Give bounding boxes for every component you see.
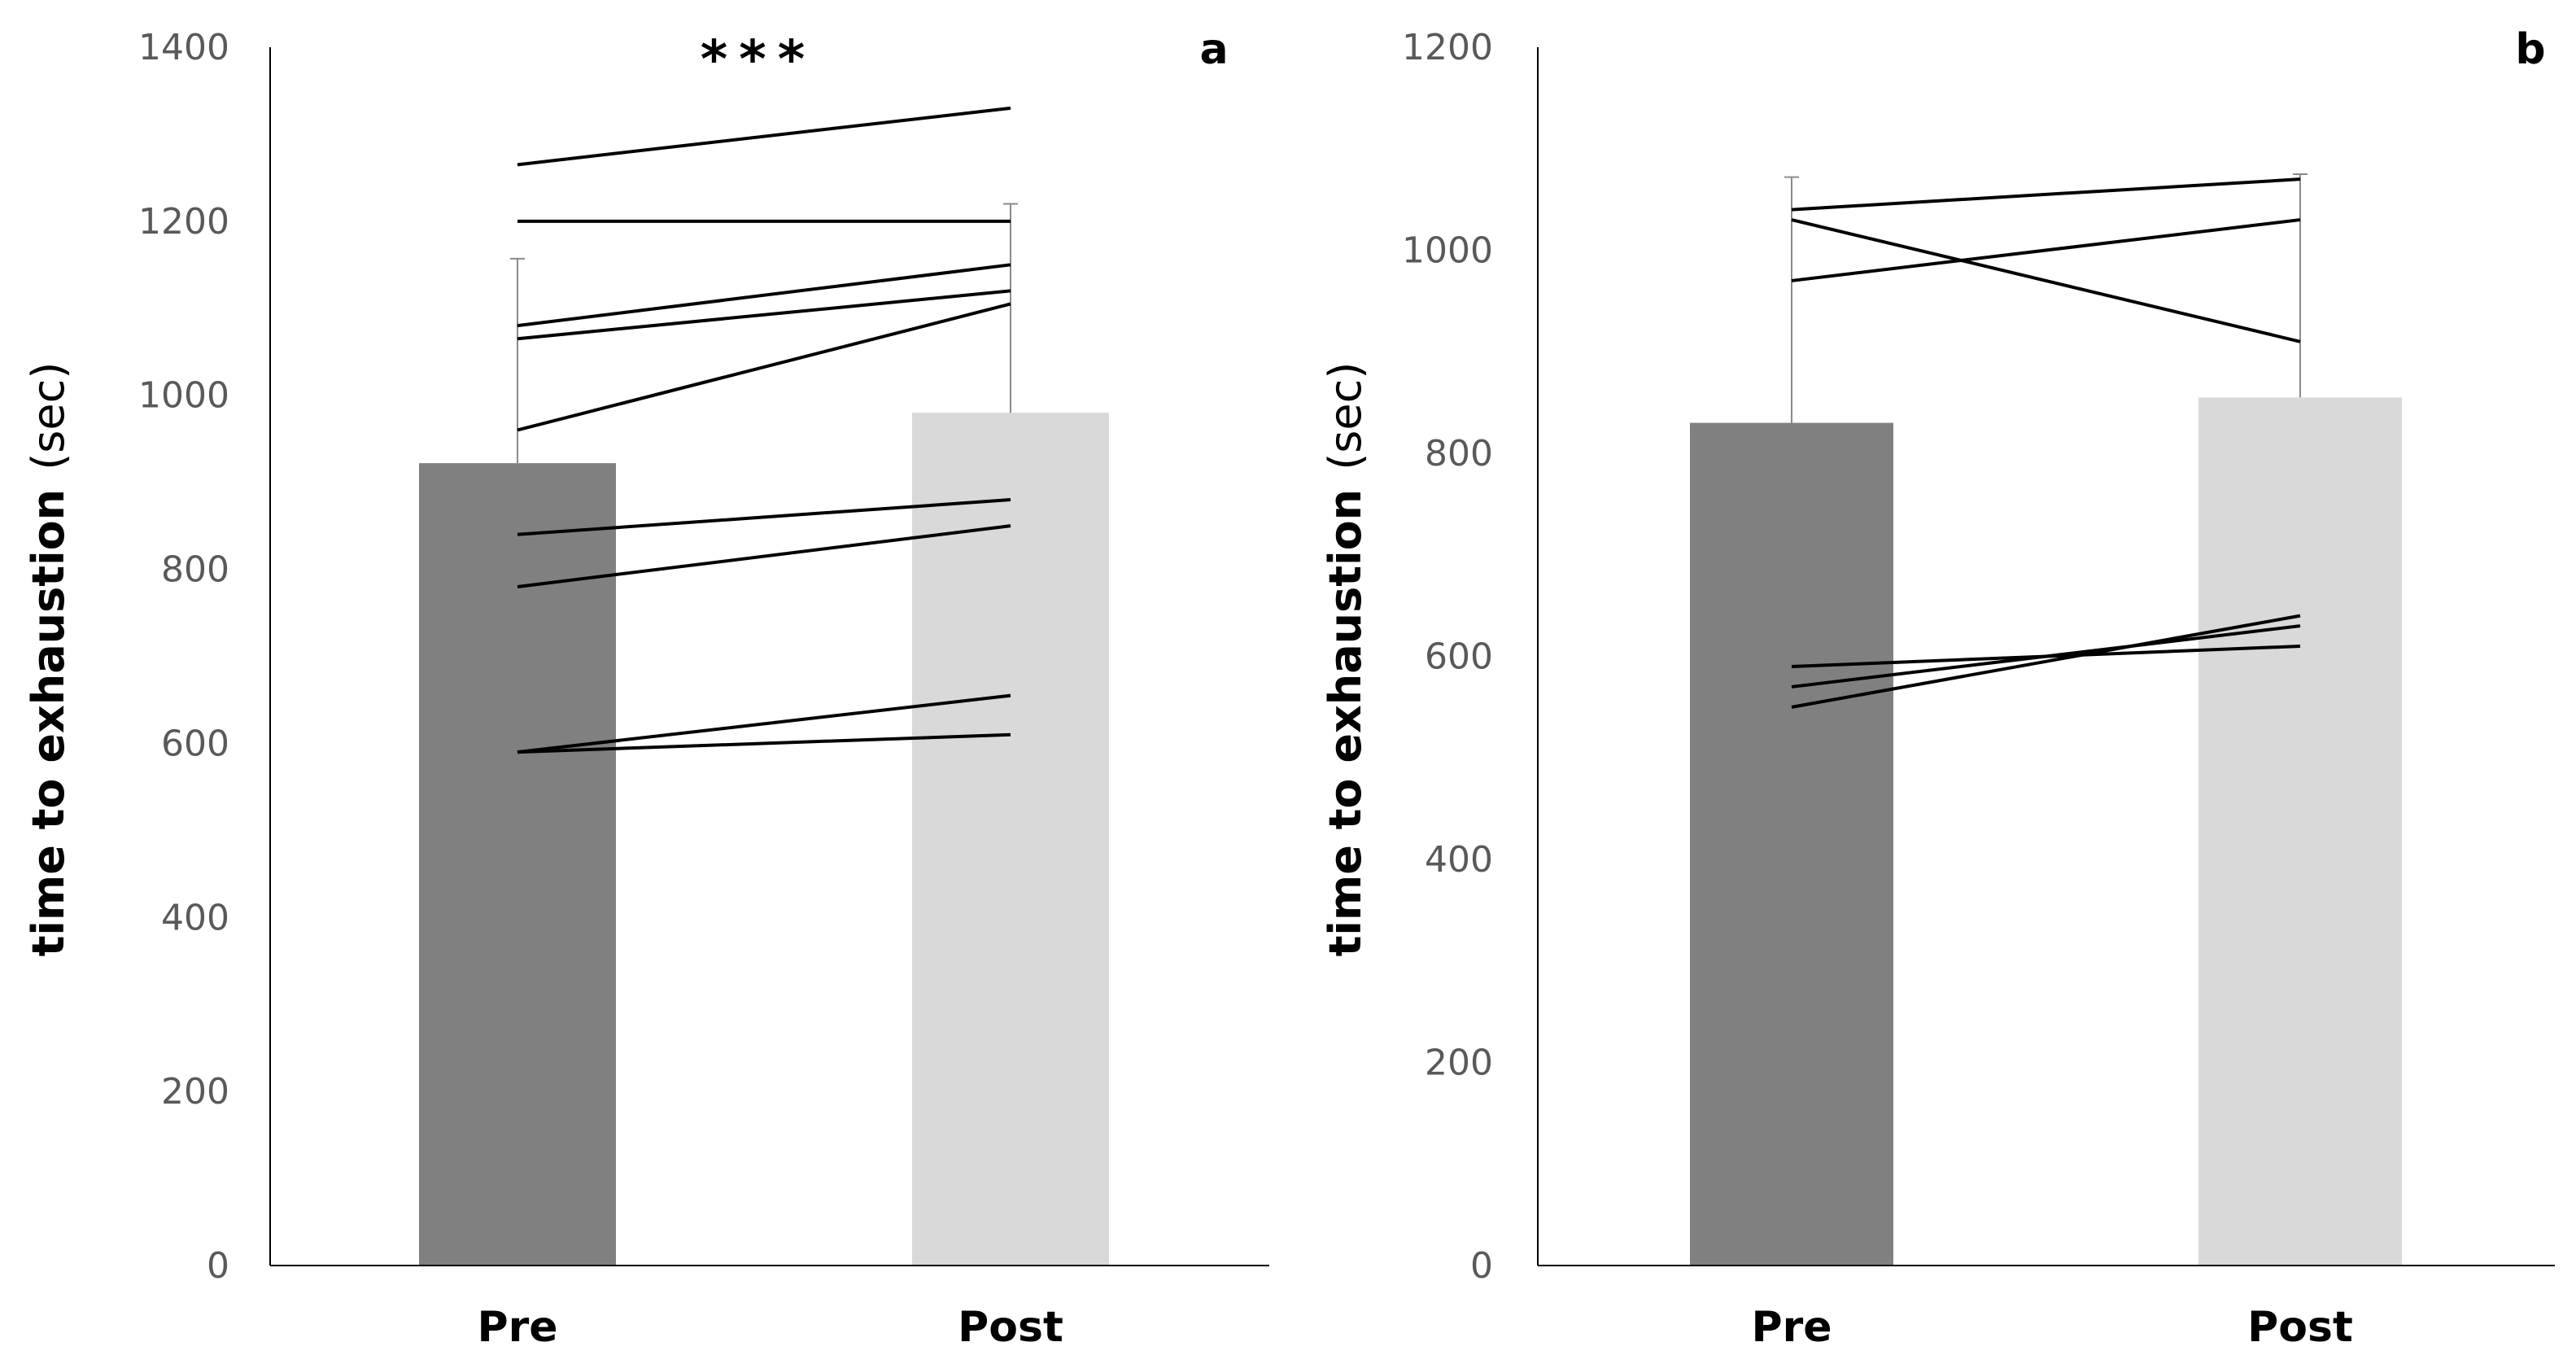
panel-a-y-tick-label: 400 — [161, 897, 229, 938]
panel-a-y-axis-title-text: time to exhaustion — [23, 489, 74, 957]
panel-a-y-tick-label: 600 — [161, 723, 229, 764]
panel-a: 0 200 400 600 800 1000 1200 1400 Pre Post a ***… — [23, 25, 1269, 1352]
panel-b-y-axis-title-unit: (sec) — [1320, 362, 1371, 470]
panel-a-bars — [419, 413, 1109, 1266]
panel-a-subject-line — [517, 302, 1011, 432]
panel-a-subject-line — [517, 693, 1011, 754]
panel-a-subject-line — [517, 498, 1011, 536]
panel-b-subject-line — [1791, 218, 2301, 282]
panel-b-label: b — [2515, 25, 2545, 74]
panel-a-label: a — [1199, 25, 1228, 74]
panel-b-y-tick-label: 200 — [1425, 1043, 1493, 1084]
panel-b-subject-line — [1791, 218, 2301, 343]
panel-a-individual-lines — [517, 106, 1011, 754]
panel-b-x-label-pre: Pre — [1751, 1303, 1832, 1352]
panel-b-bar-pre — [1690, 422, 1893, 1266]
panel-b-y-tick-label: 600 — [1425, 636, 1493, 678]
significance-marker: *** — [701, 30, 816, 90]
panel-a-bar-post — [912, 413, 1109, 1266]
panel-a-y-axis-title-unit: (sec) — [23, 362, 74, 470]
panel-b-error-bars — [1784, 173, 2307, 423]
panel-b-subject-line — [1791, 624, 2301, 689]
panel-a-subject-line — [517, 289, 1011, 341]
panel-a-y-tick-label: 0 — [207, 1245, 229, 1287]
panel-a-y-tick-label: 800 — [161, 549, 229, 591]
panel-b-y-axis-title-text: time to exhaustion — [1320, 489, 1371, 957]
panel-b-y-tick-label: 800 — [1425, 433, 1493, 474]
panel-b-individual-lines — [1791, 177, 2301, 709]
panel-a-subject-line — [517, 106, 1011, 167]
panel-a-y-tick-label: 1000 — [138, 375, 229, 417]
panel-b-y-axis-title: time to exhaustion (sec) — [1320, 362, 1371, 957]
panel-b-subject-line — [1791, 614, 2301, 709]
panel-a-y-tick-label: 200 — [161, 1071, 229, 1113]
panel-b: 0 200 400 600 800 1000 1200 Pre Post b time to… — [1320, 25, 2555, 1352]
panel-a-x-label-post: Post — [958, 1303, 1063, 1352]
panel-a-subject-line — [517, 263, 1011, 328]
panel-a-x-label-pre: Pre — [477, 1303, 557, 1352]
panel-a-subject-line — [517, 524, 1011, 588]
panel-a-y-axis-title: time to exhaustion (sec) — [23, 362, 74, 957]
panel-a-bar-pre — [419, 463, 616, 1266]
panel-a-y-tick-label: 1400 — [138, 27, 229, 68]
panel-b-y-ticks: 0 200 400 600 800 1000 1200 — [1402, 27, 1493, 1287]
panel-b-bar-post — [2198, 397, 2402, 1266]
panel-b-y-tick-label: 1000 — [1402, 230, 1493, 272]
panel-a-y-ticks: 0 200 400 600 800 1000 1200 1400 — [138, 27, 229, 1287]
panel-a-subject-line — [517, 732, 1011, 754]
panel-b-subject-line — [1791, 177, 2301, 212]
panel-b-x-label-post: Post — [2247, 1303, 2353, 1352]
panel-b-bars — [1690, 397, 2402, 1266]
panel-a-y-tick-label: 1200 — [138, 201, 229, 243]
panel-b-y-tick-label: 0 — [1470, 1245, 1493, 1287]
panel-b-y-tick-label: 1200 — [1402, 27, 1493, 68]
panel-b-y-tick-label: 400 — [1425, 839, 1493, 881]
